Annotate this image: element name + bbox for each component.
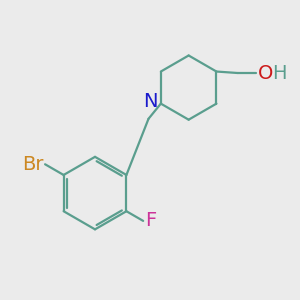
Text: N: N (143, 92, 157, 111)
Text: Br: Br (22, 155, 44, 174)
Text: O: O (257, 64, 273, 83)
Text: H: H (272, 64, 286, 83)
Text: F: F (146, 212, 157, 230)
